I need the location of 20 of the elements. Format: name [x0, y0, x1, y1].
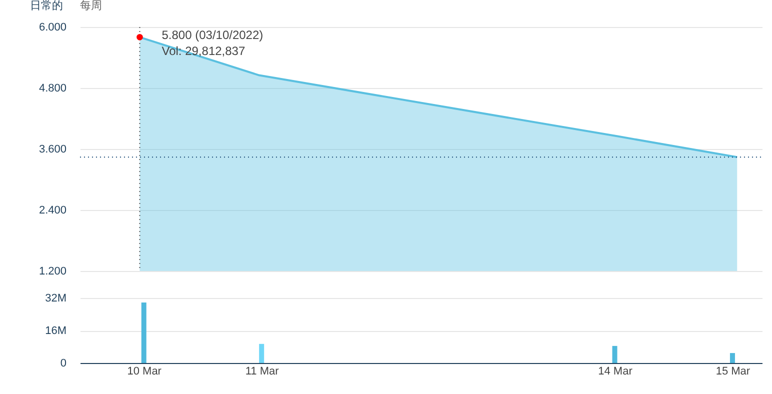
x-tick-label: 10 Mar [127, 366, 162, 378]
annotation: Vol: 29,812,837 [162, 44, 246, 58]
y-tick-label: 16M [45, 325, 66, 337]
text: 日常的 [30, 0, 63, 12]
bar [730, 353, 735, 363]
annotation: 5.800 (03/10/2022) [162, 28, 264, 42]
text: 每周 [80, 0, 102, 12]
x-tick-label: 15 Mar [716, 366, 750, 378]
y-tick-label: 4.800 [38, 82, 66, 94]
bar [259, 344, 264, 363]
bar [141, 302, 146, 363]
y-tick-label: 0 [60, 358, 66, 370]
y-tick-label: 32M [45, 292, 66, 304]
y-tick-label: 2.400 [38, 204, 66, 216]
y-tick-label: 1.200 [38, 266, 66, 278]
bar [612, 346, 618, 363]
y-tick-label: 6.000 [38, 22, 66, 34]
x-tick-label: 11 Mar [245, 366, 280, 378]
x-tick-label: 14 Mar [598, 366, 633, 378]
y-tick-label: 3.600 [38, 144, 66, 156]
